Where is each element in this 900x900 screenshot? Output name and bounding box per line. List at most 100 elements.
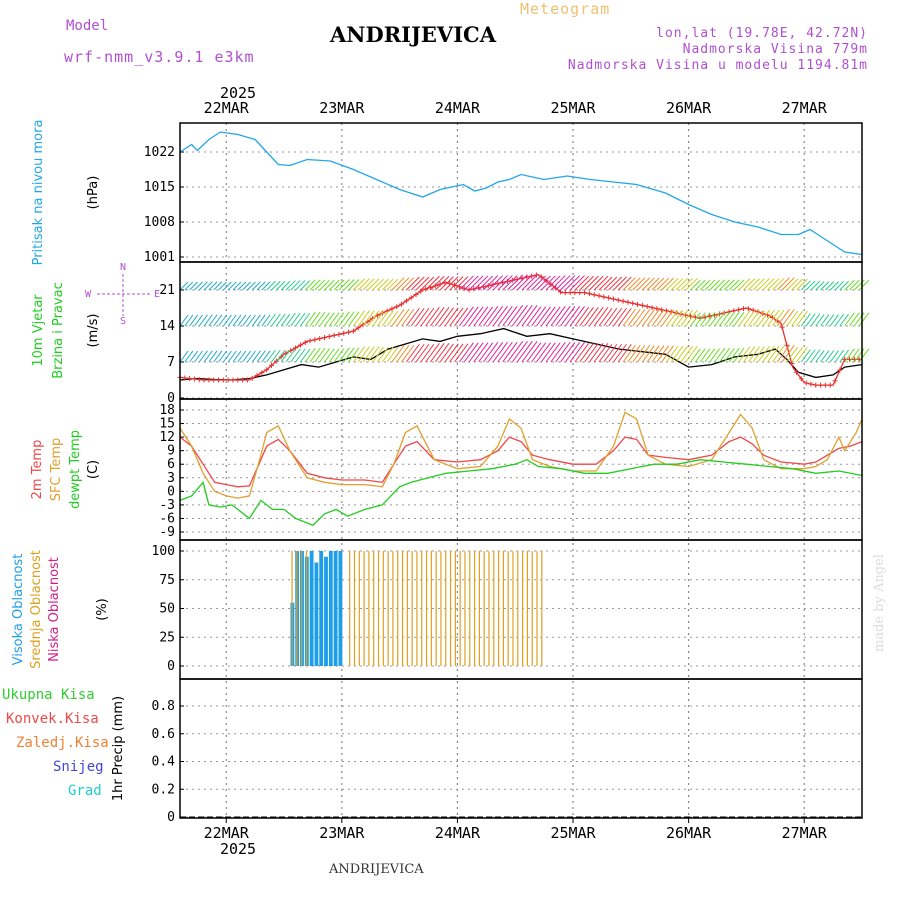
wind-barb [266,349,276,363]
wind-barb [704,348,716,363]
panel-label-group: Pritisak na nivou mora (hPa) [31,120,101,266]
cloud-mid-bar [517,551,519,666]
wind-barb [598,276,613,291]
wind-barb [468,342,484,363]
wind-barb [242,281,251,291]
wind-barb [478,342,494,363]
wind-barb [439,276,454,291]
cloud-mid-bar [541,551,543,666]
wind-barb [723,347,735,363]
y-tick-label: 1008 [144,215,175,230]
wind-barb [526,275,542,291]
gust-marker [182,375,188,381]
gust-marker [567,290,573,296]
wind-barb [189,281,198,291]
gust-marker [630,300,636,306]
wind-barb [198,350,208,363]
wind-barb [776,277,790,291]
gust-marker [240,377,246,383]
gust-marker [822,382,828,388]
wind-barb [218,281,227,291]
gust-marker [321,335,327,341]
gust-marker [297,342,303,348]
wind-barb [309,279,321,291]
panel-label-1: (hPa) [86,176,101,210]
wind-barb [757,345,770,363]
wind-barb [381,278,394,291]
wind-barb [637,308,651,327]
wind-barb [430,342,445,363]
wind-barb [613,276,627,291]
date-label-bottom: 24MAR [435,824,481,842]
wind-barb [401,344,415,363]
gust-marker [273,358,279,364]
y-tick-label: 18 [159,403,175,418]
footer-station: ANDRIJEVICA [329,862,424,877]
wind-barb [564,342,581,363]
gust-marker [350,328,356,334]
wind-barb [324,348,335,363]
gust-marker [813,382,819,388]
wind-barb [704,279,716,291]
panel-label-1: SFC Temp [49,438,64,502]
wind-barb [377,278,389,291]
date-label-top: 23MAR [319,99,365,117]
y-tick-label: 0.8 [152,699,175,714]
wind-barb [709,348,720,363]
gust-marker [346,329,352,335]
wind-barb [247,314,256,327]
wind-barb [632,308,646,327]
precip-legend-0: Ukupna Kisa [2,687,95,703]
cloud-mid-bar [387,551,389,666]
vertical-gridlines [225,123,805,818]
wind-barb [218,350,228,363]
gust-marker [206,377,212,383]
y-tick-label: 6 [167,457,175,472]
wind-barb [449,343,464,363]
wind-barb [266,280,276,291]
wind-barb [468,306,484,327]
gust-marker [264,367,270,373]
wind-barb [338,311,350,327]
wind-barb [526,342,542,363]
cloud-mid-bar [401,551,404,666]
wind-barb [357,278,370,291]
wind-barb [675,309,689,327]
wind-barb [849,348,860,363]
cloud-mid-bar [469,551,471,666]
wind-barb [227,314,237,327]
wind-barb [849,279,860,291]
gust-marker [818,382,824,388]
wind-barb [415,276,430,291]
wind-barb [738,278,751,291]
gust-marker [793,369,799,375]
wind-barb [198,281,208,291]
wind-barb [584,342,599,363]
wind-barb [285,312,296,327]
wind-barb [800,313,811,327]
panel-pressure: 1001 1008 1015 1022 Pritisak na nivou mora (h… [31,120,863,266]
wind-barb [829,281,839,291]
series-brzina-vjetra [179,327,863,381]
wind-barb [319,348,330,363]
wind-barb [694,279,706,291]
y-tick-label: 9 [167,444,175,459]
panel-label-0: 10m Vjetar [31,294,46,367]
wind-barb [285,280,296,291]
wind-barb [256,350,266,363]
wind-barb [776,308,790,327]
gust-marker [225,377,231,383]
wind-barb [555,342,571,363]
panel-label-2: Niska Oblacnost [47,557,62,662]
panel-label-group: 2m Temp SFC Temp dewpt Temp (C) [30,430,101,509]
wind-barb [560,342,576,363]
wind-barb [536,306,551,327]
wind-barb [767,345,780,363]
wind-barb [280,349,291,363]
wind-barb [203,281,213,291]
wind-barb [564,306,581,327]
wind-barb [497,275,513,291]
wind-barb [208,314,218,327]
wind-barb [767,309,780,327]
